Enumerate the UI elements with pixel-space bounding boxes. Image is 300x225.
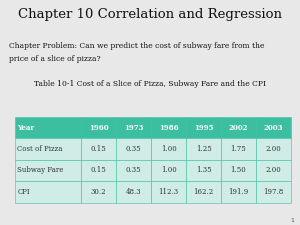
Text: Chapter 10 Correlation and Regression: Chapter 10 Correlation and Regression [18, 8, 282, 21]
Bar [81, 117, 116, 138]
Bar [15, 138, 81, 160]
Text: Cost of Pizza: Cost of Pizza [17, 145, 63, 153]
Text: 1: 1 [290, 218, 294, 223]
Text: CPI: CPI [17, 188, 30, 196]
Text: 1.35: 1.35 [196, 166, 211, 174]
Text: 0.15: 0.15 [91, 166, 106, 174]
Text: 2.00: 2.00 [266, 145, 281, 153]
Text: Year: Year [17, 124, 34, 132]
Text: 0.35: 0.35 [126, 145, 141, 153]
Bar [221, 181, 256, 202]
Text: 0.35: 0.35 [126, 166, 141, 174]
Text: 2002: 2002 [229, 124, 248, 132]
Bar [256, 117, 291, 138]
Text: 30.2: 30.2 [91, 188, 106, 196]
Bar [116, 160, 151, 181]
Text: 2003: 2003 [264, 124, 283, 132]
Text: 191.9: 191.9 [228, 188, 249, 196]
Bar [256, 138, 291, 160]
Bar [186, 138, 221, 160]
Bar [81, 138, 116, 160]
Text: 112.3: 112.3 [158, 188, 178, 196]
Text: 1.00: 1.00 [161, 145, 176, 153]
Text: Table 10-1 Cost of a Slice of Pizza, Subway Fare and the CPI: Table 10-1 Cost of a Slice of Pizza, Sub… [34, 80, 266, 88]
Bar [15, 181, 81, 202]
Bar [81, 181, 116, 202]
Text: 197.8: 197.8 [263, 188, 283, 196]
Bar [221, 138, 256, 160]
Bar [15, 117, 81, 138]
Bar [81, 160, 116, 181]
Bar [116, 138, 151, 160]
Text: 2.00: 2.00 [266, 166, 281, 174]
Text: 1995: 1995 [194, 124, 213, 132]
Text: Chapter Problem: Can we predict the cost of subway fare from the: Chapter Problem: Can we predict the cost… [9, 42, 265, 50]
Text: 1.75: 1.75 [231, 145, 246, 153]
Text: 1973: 1973 [124, 124, 143, 132]
Text: price of a slice of pizza?: price of a slice of pizza? [9, 55, 101, 63]
Bar [15, 160, 81, 181]
Bar [186, 160, 221, 181]
Text: 1.00: 1.00 [161, 166, 176, 174]
Bar [151, 160, 186, 181]
Bar [186, 181, 221, 202]
Bar [256, 160, 291, 181]
Bar [151, 117, 186, 138]
Text: 1.25: 1.25 [196, 145, 211, 153]
Bar [221, 117, 256, 138]
Text: 1.50: 1.50 [231, 166, 246, 174]
Bar [186, 117, 221, 138]
Bar [116, 181, 151, 202]
Text: 162.2: 162.2 [194, 188, 214, 196]
Text: 1986: 1986 [159, 124, 178, 132]
Bar [151, 138, 186, 160]
Bar [221, 160, 256, 181]
Bar [116, 117, 151, 138]
Text: Subway Fare: Subway Fare [17, 166, 64, 174]
Bar [256, 181, 291, 202]
Text: 0.15: 0.15 [91, 145, 106, 153]
Bar [151, 181, 186, 202]
Text: 48.3: 48.3 [126, 188, 141, 196]
Text: 1960: 1960 [89, 124, 108, 132]
